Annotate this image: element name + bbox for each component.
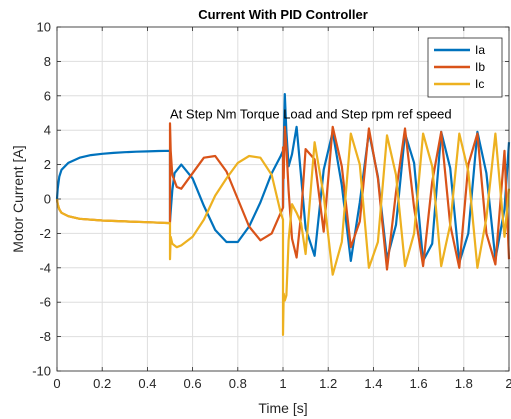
x-tick-label: 1.2 (319, 376, 337, 391)
y-axis-ticks: -10 -8 -6 -4 -2 0 2 4 6 8 10 (32, 20, 509, 379)
x-tick-label: 0.2 (93, 376, 111, 391)
y-tick-label: -6 (39, 295, 51, 310)
y-tick-label: -2 (39, 226, 51, 241)
y-tick-label: 10 (37, 20, 51, 35)
series-line-ic (55, 132, 511, 336)
x-axis-ticks: 0 0.2 0.4 0.6 0.8 1 1.2 1.4 1.6 1.8 2 (53, 27, 511, 391)
y-tick-label: 6 (44, 88, 51, 103)
x-tick-label: 1.8 (455, 376, 473, 391)
legend-label-ia: Ia (475, 43, 485, 57)
y-tick-label: 2 (44, 157, 51, 172)
x-tick-label: 1.6 (410, 376, 428, 391)
x-tick-label: 0.8 (229, 376, 247, 391)
x-tick-label: 1.4 (364, 376, 382, 391)
annotation-text: At Step Nm Torque Load and Step rpm ref … (170, 107, 452, 122)
x-axis-label: Time [s] (258, 400, 307, 416)
y-tick-label: 0 (44, 192, 51, 207)
series-line-ib (55, 122, 511, 271)
y-tick-label: -4 (39, 260, 51, 275)
x-tick-label: 2 (505, 376, 511, 391)
x-tick-label: 0.6 (184, 376, 202, 391)
y-tick-label: 4 (44, 123, 51, 138)
x-tick-label: 0 (53, 376, 60, 391)
y-tick-label: -10 (32, 364, 51, 379)
series-lines (55, 92, 511, 336)
legend-label-ib: Ib (475, 60, 485, 74)
legend: Ia Ib Ic (427, 37, 503, 98)
x-tick-label: 1 (279, 376, 286, 391)
x-tick-label: 0.4 (138, 376, 156, 391)
y-tick-label: -8 (39, 329, 51, 344)
y-tick-label: 8 (44, 54, 51, 69)
y-axis-label: Motor Current [A] (10, 145, 26, 252)
plot-frame (56, 26, 510, 372)
chart-title: Current With PID Controller (198, 7, 368, 22)
legend-label-ic: Ic (475, 77, 484, 91)
